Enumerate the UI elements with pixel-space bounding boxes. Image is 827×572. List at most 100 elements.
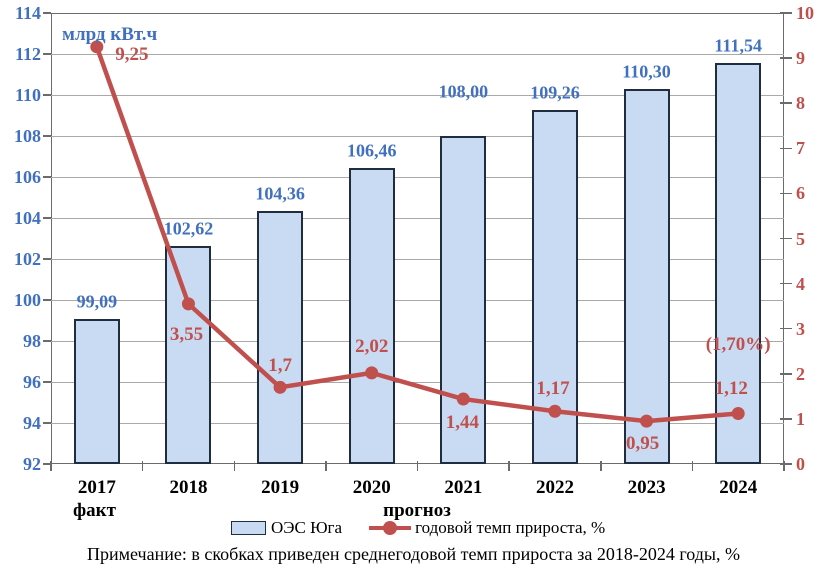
average-growth-annotation: (1,70%) bbox=[705, 334, 771, 356]
right-axis-tick-label: 7 bbox=[796, 138, 805, 159]
gridline bbox=[51, 258, 784, 260]
right-axis-tick-label: 10 bbox=[796, 3, 814, 23]
bar-2022 bbox=[531, 110, 578, 464]
left-axis-tick-label: 94 bbox=[23, 413, 41, 433]
left-axis-tick bbox=[43, 217, 51, 219]
left-axis-tick-label: 100 bbox=[14, 290, 41, 310]
left-axis-tick-label: 114 bbox=[14, 3, 41, 23]
x-axis-tick bbox=[50, 461, 52, 471]
x-axis-tick bbox=[691, 461, 694, 471]
left-axis-tick-label: 98 bbox=[23, 331, 41, 351]
x-axis-tick bbox=[508, 461, 510, 471]
right-axis-tick bbox=[780, 327, 792, 330]
x-axis-category-label: 2017 bbox=[77, 477, 116, 498]
legend-line-label: годовой темп прироста, % bbox=[415, 518, 606, 537]
x-axis-tick bbox=[416, 461, 419, 471]
bar-2024 bbox=[715, 63, 762, 464]
line-value-label: 9,25 bbox=[115, 43, 149, 65]
left-axis-tick-label: 96 bbox=[23, 372, 41, 392]
bar-2019 bbox=[257, 210, 304, 464]
gridline bbox=[51, 422, 784, 424]
x-axis-tick bbox=[325, 461, 327, 471]
plot-area bbox=[51, 13, 784, 464]
left-axis-tick-label: 106 bbox=[14, 167, 41, 187]
bar-value-label: 104,36 bbox=[255, 183, 305, 204]
bar-2020 bbox=[348, 167, 395, 464]
right-axis-tick bbox=[780, 192, 792, 195]
bar-value-label: 109,26 bbox=[530, 82, 580, 103]
bar-value-label: 111,54 bbox=[714, 35, 762, 56]
left-axis-tick bbox=[43, 135, 51, 137]
line-value-label: 1,17 bbox=[536, 378, 570, 400]
legend-line-marker-icon bbox=[383, 521, 398, 535]
legend-bar-swatch-icon bbox=[231, 521, 266, 535]
bar-value-label: 108,00 bbox=[438, 81, 489, 102]
right-axis-tick bbox=[780, 12, 792, 14]
x-axis-category-label: 2021 bbox=[444, 477, 483, 498]
x-axis-category-label: 2019 bbox=[261, 477, 300, 498]
gridline bbox=[51, 135, 784, 137]
x-axis-tick bbox=[233, 461, 235, 471]
right-axis-tick-label: 0 bbox=[796, 454, 805, 474]
right-axis-tick bbox=[780, 282, 792, 285]
right-axis-tick-label: 5 bbox=[796, 228, 805, 249]
x-axis-forecast-label: прогноз bbox=[383, 500, 451, 521]
left-axis-tick-label: 108 bbox=[14, 126, 41, 146]
left-axis-tick bbox=[43, 463, 51, 465]
left-axis-tick bbox=[43, 299, 51, 301]
right-axis-tick bbox=[780, 102, 792, 104]
right-axis-tick bbox=[780, 373, 792, 375]
x-axis-tick bbox=[141, 461, 144, 471]
right-axis-tick bbox=[780, 57, 792, 59]
x-axis-category-label: 2022 bbox=[535, 477, 574, 498]
gridline bbox=[51, 340, 784, 342]
line-value-label: 1,12 bbox=[714, 378, 748, 400]
right-axis-tick-label: 3 bbox=[796, 318, 805, 339]
x-axis-category-label: 2023 bbox=[627, 477, 666, 498]
line-value-label: 1,7 bbox=[268, 355, 292, 377]
bar-value-label: 110,30 bbox=[622, 61, 671, 82]
bar-value-label: 99,09 bbox=[76, 291, 118, 312]
left-axis-tick bbox=[43, 176, 51, 178]
right-axis-tick bbox=[780, 147, 792, 150]
left-axis-tick-label: 104 bbox=[14, 208, 41, 228]
left-axis-tick bbox=[43, 340, 51, 342]
right-axis-tick-label: 9 bbox=[796, 48, 805, 69]
right-axis-tick-label: 1 bbox=[796, 408, 805, 429]
bar-2017 bbox=[73, 318, 120, 464]
bar-2018 bbox=[165, 246, 212, 464]
right-axis-tick-label: 4 bbox=[796, 273, 805, 294]
line-value-label: 0,95 bbox=[625, 433, 660, 455]
legend-line-swatch-icon bbox=[369, 521, 412, 535]
left-axis-tick bbox=[43, 53, 51, 55]
gridline bbox=[51, 176, 784, 178]
right-axis-tick bbox=[780, 418, 792, 420]
line-value-label: 3,55 bbox=[169, 323, 204, 345]
legend-bar-label: ОЭС Юга bbox=[271, 518, 343, 537]
left-axis-tick-label: 102 bbox=[14, 249, 41, 269]
right-axis-tick bbox=[780, 237, 792, 240]
gridline bbox=[51, 94, 784, 96]
right-axis-tick-label: 2 bbox=[796, 363, 805, 384]
legend: ОЭС Юга годовой темп прироста, % bbox=[231, 518, 605, 538]
footnote: Примечание: в скобках приведен среднегод… bbox=[86, 544, 740, 564]
line-value-label: 1,44 bbox=[445, 412, 479, 434]
line-value-label: 2,02 bbox=[355, 335, 389, 357]
left-axis-tick-label: 92 bbox=[23, 454, 41, 474]
left-axis-tick bbox=[43, 12, 51, 14]
left-axis-tick bbox=[43, 381, 51, 383]
gridline bbox=[51, 53, 784, 55]
x-axis-category-label: 2018 bbox=[169, 477, 208, 498]
right-axis-tick-label: 8 bbox=[796, 93, 805, 114]
bar-value-label: 102,62 bbox=[163, 218, 214, 239]
x-axis-category-label: 2020 bbox=[352, 477, 391, 498]
x-axis-tick bbox=[783, 461, 785, 471]
bar-value-label: 106,46 bbox=[346, 140, 397, 161]
left-axis-tick bbox=[43, 94, 51, 96]
x-axis-fact-label: факт bbox=[73, 500, 116, 521]
right-axis-tick-label: 6 bbox=[796, 183, 805, 204]
right-axis-tick bbox=[780, 463, 792, 465]
left-axis-tick-label: 110 bbox=[14, 85, 41, 105]
gridline bbox=[51, 299, 784, 301]
